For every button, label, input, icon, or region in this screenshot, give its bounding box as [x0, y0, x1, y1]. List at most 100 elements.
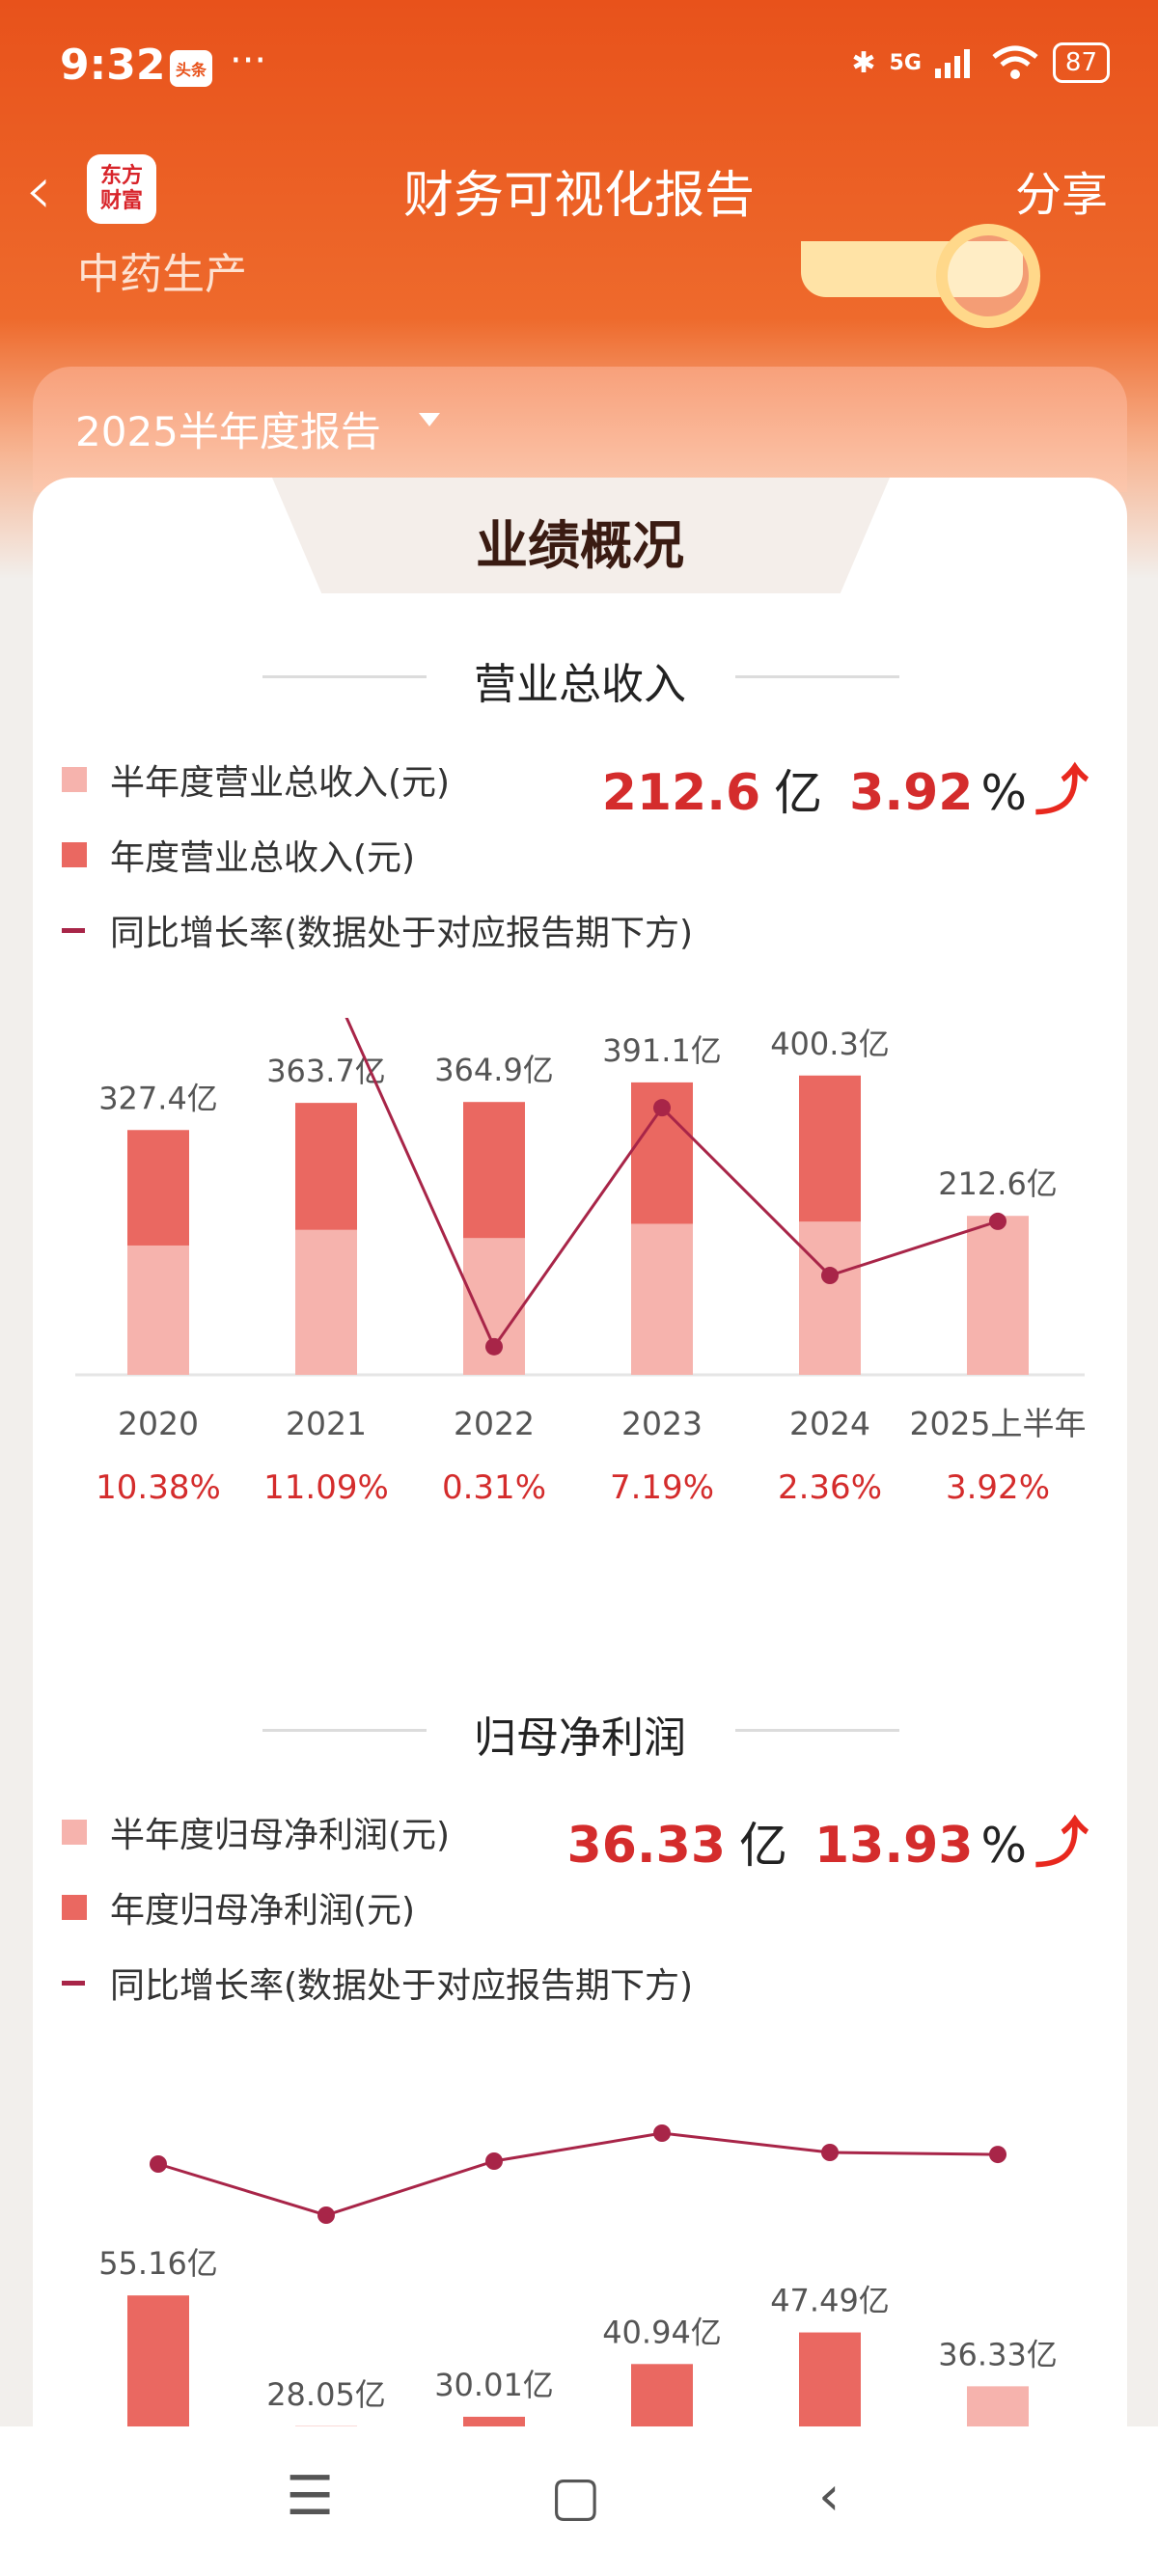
bar-value-label: 36.33亿	[938, 2336, 1058, 2372]
bar-value-label: 55.16亿	[98, 2245, 218, 2282]
growth-label: 0.31%	[442, 1468, 546, 1507]
growth-label: 3.92%	[946, 1468, 1050, 1507]
bar-value-label: 391.1亿	[602, 1032, 722, 1069]
growth-line	[157, 2131, 999, 2217]
home-icon[interactable]: ▢	[550, 2465, 601, 2528]
divider-left	[262, 1729, 427, 1732]
bar-half	[631, 1223, 693, 1375]
growth-label: 11.09%	[263, 1468, 389, 1507]
profit-legend-annual: 年度归母净利润(元)	[62, 1882, 415, 1932]
status-icons: ✱ 5G 87	[851, 42, 1110, 83]
revenue-headline-pct-sign: %	[980, 765, 1027, 821]
battery-indicator: 87	[1052, 42, 1110, 83]
section-tab-title: 业绩概况	[476, 515, 684, 576]
growth-point	[317, 2206, 335, 2224]
legend-label: 半年度归母净利润(元)	[110, 1816, 451, 1855]
profit-headline-value: 36.33	[566, 1817, 726, 1875]
toutiao-app-icon: 头条	[170, 50, 212, 87]
bar-value-label: 30.01亿	[434, 2367, 554, 2403]
system-nav-bar: ☰ ▢ ‹	[0, 2426, 1158, 2576]
bluetooth-icon: ✱	[851, 45, 876, 80]
section-tab	[272, 478, 890, 593]
growth-point	[653, 2124, 671, 2142]
network-label: 5G	[889, 50, 922, 75]
bar-half	[295, 1229, 357, 1375]
growth-point	[485, 1337, 503, 1356]
profit-title: 归母净利润	[474, 1713, 686, 1763]
profit-headline: 36.33 亿 13.93 % ⤴	[567, 1800, 1089, 1878]
nav-bar: ‹ 东方 财富 财务可视化报告 分享	[0, 135, 1158, 241]
menu-icon[interactable]: ☰	[286, 2465, 335, 2528]
bar-value-label: 47.49亿	[770, 2283, 890, 2319]
bar-value-label: 212.6亿	[938, 1165, 1058, 1202]
growth-line	[345, 1018, 999, 1350]
eastmoney-logo: 东方 财富	[87, 154, 156, 224]
legend-line	[62, 927, 85, 933]
growth-point	[653, 1099, 671, 1117]
divider-right	[735, 1729, 899, 1732]
revenue-legend-annual: 年度营业总收入(元)	[62, 830, 415, 880]
revenue-legend-half: 半年度营业总收入(元)	[62, 754, 450, 805]
magnifier-icon	[936, 224, 1040, 328]
profit-legend-half: 半年度归母净利润(元)	[62, 1807, 450, 1857]
legend-swatch	[62, 767, 87, 792]
x-tick-label: 2021	[286, 1405, 367, 1442]
status-bar: 9:32 头条 ··· ✱ 5G 87	[0, 0, 1158, 135]
more-notifications-icon: ···	[230, 39, 267, 83]
legend-label: 同比增长率(数据处于对应报告期下方)	[110, 1966, 694, 2006]
signal-icon	[934, 49, 970, 78]
profit-legend-growth: 同比增长率(数据处于对应报告期下方)	[62, 1958, 693, 2008]
x-tick-label: 2024	[789, 1405, 870, 1442]
period-selector[interactable]: 2025半年度报告	[75, 408, 381, 455]
bar-value-label: 364.9亿	[434, 1052, 554, 1088]
legend-swatch	[62, 842, 87, 867]
bar-value-label: 363.7亿	[266, 1053, 386, 1089]
report-card: 业绩概况 营业总收入 半年度营业总收入(元) 年度营业总收入(元) 同比增长率(…	[33, 478, 1127, 2576]
profit-headline-pct-sign: %	[980, 1818, 1027, 1874]
back-icon[interactable]: ‹	[818, 2465, 841, 2528]
growth-point	[821, 2144, 839, 2161]
x-tick-label: 2020	[118, 1405, 199, 1442]
legend-label: 半年度营业总收入(元)	[110, 763, 451, 803]
revenue-headline: 212.6 亿 3.92 % ⤴	[602, 748, 1089, 826]
divider-right	[735, 675, 899, 678]
growth-point	[989, 2146, 1006, 2164]
bar-half	[127, 1245, 189, 1375]
share-button[interactable]: 分享	[1014, 168, 1108, 222]
growth-point	[485, 2152, 503, 2170]
legend-label: 年度归母净利润(元)	[110, 1891, 416, 1931]
x-tick-label: 2023	[621, 1405, 703, 1442]
bar-value-label: 28.05亿	[266, 2376, 386, 2413]
bar-value-label: 327.4亿	[98, 1080, 218, 1116]
page-title: 财务可视化报告	[402, 167, 755, 225]
profit-headline-pct: 13.93	[814, 1817, 974, 1875]
revenue-headline-unit: 亿	[774, 765, 823, 821]
back-arrow-icon[interactable]: ‹	[25, 151, 52, 230]
bar-half	[967, 1216, 1029, 1375]
revenue-headline-pct: 3.92	[849, 764, 974, 822]
profit-headline-unit: 亿	[739, 1818, 787, 1874]
revenue-headline-value: 212.6	[601, 764, 761, 822]
growth-point	[150, 2155, 167, 2173]
period-selector-bar: 2025半年度报告	[33, 367, 1127, 492]
growth-label: 10.38%	[96, 1468, 221, 1507]
revenue-legend-growth: 同比增长率(数据处于对应报告期下方)	[62, 905, 693, 955]
status-time: 9:32	[60, 41, 166, 90]
bar-half	[799, 1221, 861, 1375]
legend-line	[62, 1980, 85, 1986]
logo-line2: 财富	[99, 189, 143, 213]
growth-point	[989, 1212, 1006, 1230]
growth-point	[821, 1267, 839, 1285]
bar-value-label: 40.94亿	[602, 2314, 722, 2350]
legend-label: 同比增长率(数据处于对应报告期下方)	[110, 914, 694, 953]
caret-down-icon[interactable]	[419, 413, 440, 426]
x-tick-label: 2022	[454, 1405, 535, 1442]
x-tick-label: 2025上半年	[910, 1405, 1087, 1442]
growth-label: 2.36%	[778, 1468, 882, 1507]
up-arrow-icon: ⤴	[1034, 760, 1089, 823]
wifi-icon	[992, 45, 1038, 79]
revenue-title: 营业总收入	[474, 660, 686, 709]
legend-label: 年度营业总收入(元)	[110, 838, 416, 878]
legend-swatch	[62, 1895, 87, 1920]
up-arrow-icon: ⤴	[1034, 1813, 1089, 1876]
